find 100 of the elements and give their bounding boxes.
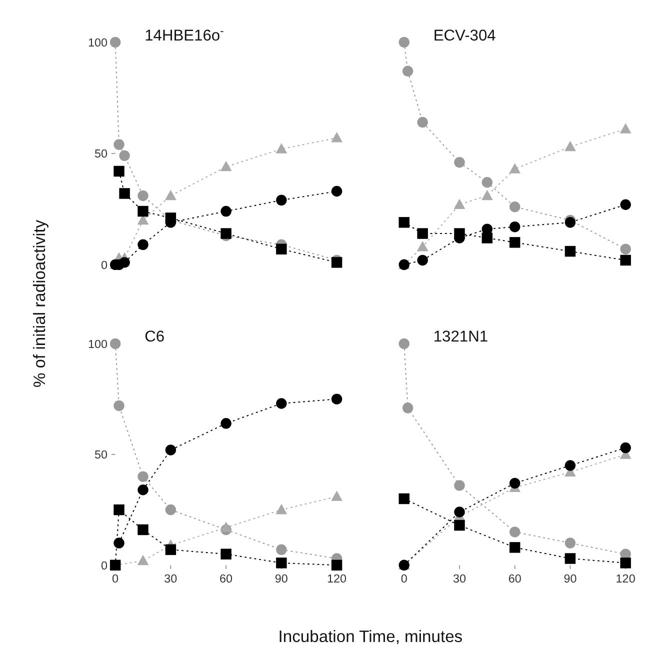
y-tick-label: 100 xyxy=(88,36,108,50)
point xyxy=(220,418,232,429)
y-axis-title: % of initial radioactivity xyxy=(30,219,50,388)
x-tick-label: 0 xyxy=(400,572,408,586)
point xyxy=(482,232,493,244)
x-tick-label: 90 xyxy=(274,572,288,586)
point xyxy=(220,522,232,532)
x-tick-label: 30 xyxy=(452,572,466,586)
point xyxy=(138,190,148,202)
point xyxy=(119,188,130,199)
point xyxy=(417,242,428,252)
point xyxy=(114,400,124,412)
point xyxy=(564,553,576,564)
point xyxy=(398,36,410,48)
point xyxy=(620,199,631,210)
x-tick-label: 120 xyxy=(616,572,636,586)
point xyxy=(276,398,287,409)
x-tick-label: 120 xyxy=(327,572,348,586)
y-tick-label: 0 xyxy=(101,258,108,272)
point xyxy=(276,544,287,556)
point xyxy=(454,480,465,491)
x-tick-label: 30 xyxy=(164,572,178,586)
point xyxy=(114,166,124,177)
point xyxy=(119,257,130,268)
y-tick-label: 0 xyxy=(101,559,108,572)
x-tick-label: 60 xyxy=(220,572,234,586)
x-tick-label: 0 xyxy=(112,572,120,586)
point xyxy=(620,124,631,134)
point xyxy=(509,221,520,232)
point xyxy=(220,228,232,239)
point xyxy=(509,526,520,538)
point xyxy=(331,186,342,197)
point xyxy=(220,206,232,217)
point xyxy=(220,161,232,172)
point xyxy=(276,558,287,568)
point xyxy=(564,246,576,257)
point xyxy=(114,538,124,548)
point xyxy=(564,217,576,228)
point xyxy=(331,132,342,142)
point xyxy=(417,254,428,266)
point xyxy=(509,164,520,174)
point xyxy=(398,338,410,350)
point xyxy=(564,141,576,152)
chart-title: 1321N1 xyxy=(433,328,488,346)
point xyxy=(482,190,493,200)
point xyxy=(564,538,576,548)
point xyxy=(417,228,428,239)
point xyxy=(138,239,148,250)
point xyxy=(620,442,631,454)
point xyxy=(138,484,148,496)
point xyxy=(331,560,342,571)
point xyxy=(220,548,232,560)
point xyxy=(331,257,342,268)
point xyxy=(509,542,520,553)
point xyxy=(620,558,631,568)
point xyxy=(417,116,428,128)
point xyxy=(138,524,148,536)
point xyxy=(165,544,176,556)
point xyxy=(509,478,520,489)
point xyxy=(454,199,465,209)
point xyxy=(509,237,520,248)
point xyxy=(482,224,493,234)
point xyxy=(454,506,465,518)
point xyxy=(454,156,465,168)
point xyxy=(402,66,414,77)
chart-title: C6 xyxy=(144,328,165,346)
point xyxy=(454,520,465,531)
point xyxy=(165,190,176,200)
point xyxy=(276,244,287,254)
point xyxy=(165,444,176,456)
point xyxy=(114,504,124,516)
x-tick-label: 60 xyxy=(508,572,522,586)
point xyxy=(110,338,121,350)
point xyxy=(276,144,287,154)
point xyxy=(165,504,176,516)
point xyxy=(482,176,493,188)
chart-title: ECV-304 xyxy=(433,27,496,44)
x-axis-title: Incubation Time, minutes xyxy=(278,627,463,646)
point xyxy=(620,244,631,254)
y-tick-label: 50 xyxy=(94,448,108,462)
point xyxy=(110,36,121,48)
chart-title: 14HBE16o$^{-}$ xyxy=(144,25,224,44)
point xyxy=(276,504,287,514)
point xyxy=(331,394,342,404)
point xyxy=(509,201,520,212)
point xyxy=(402,402,414,414)
point xyxy=(276,194,287,206)
point xyxy=(620,254,631,266)
point xyxy=(138,555,148,566)
y-tick-label: 50 xyxy=(94,148,108,161)
y-tick-label: 100 xyxy=(88,338,108,351)
point xyxy=(331,491,342,501)
point xyxy=(138,206,148,217)
point xyxy=(398,493,410,504)
x-tick-label: 90 xyxy=(564,572,578,586)
point xyxy=(564,460,576,471)
point xyxy=(114,139,124,150)
point xyxy=(138,471,148,482)
point xyxy=(119,150,130,162)
point xyxy=(398,217,410,228)
